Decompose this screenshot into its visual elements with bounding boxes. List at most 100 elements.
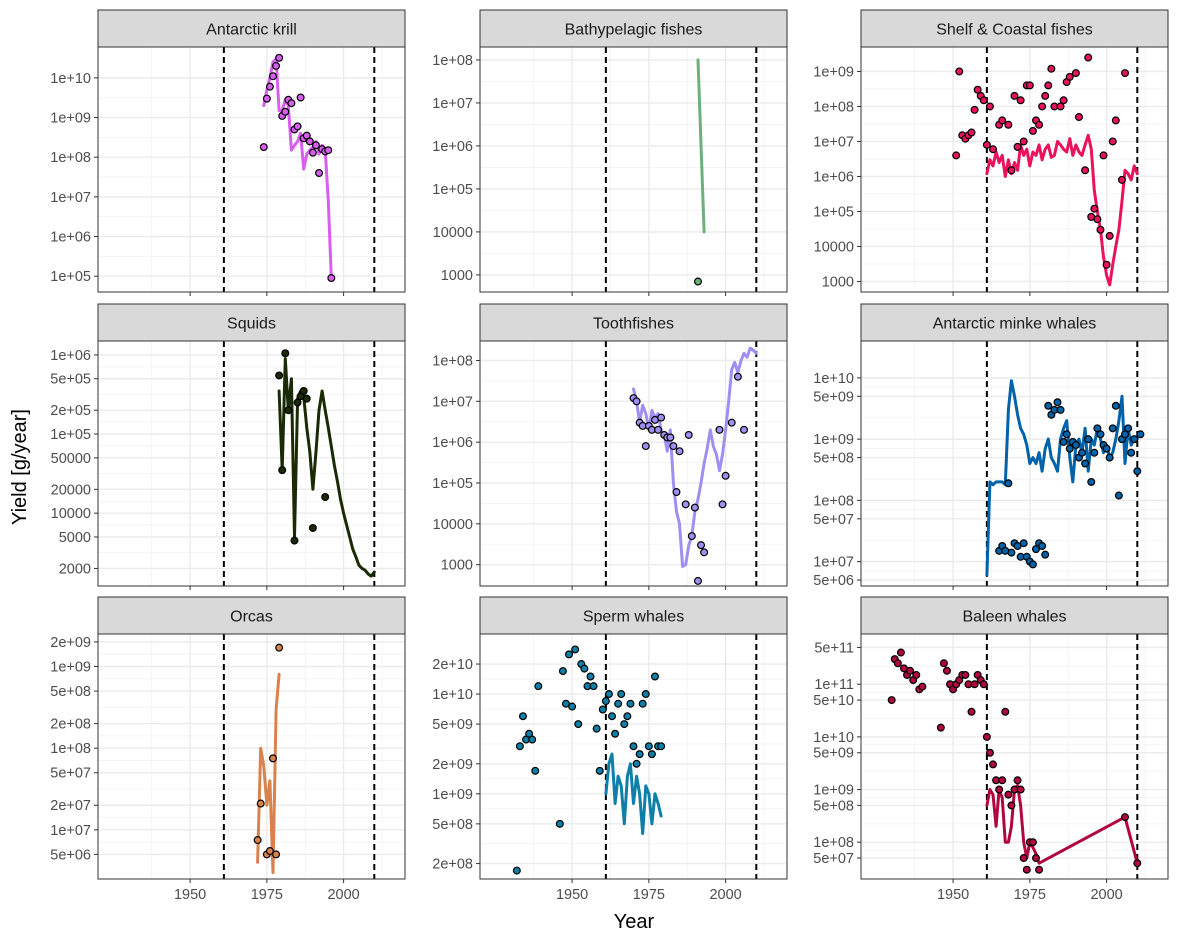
y-tick-label: 2e+08 [50, 717, 91, 733]
plot-background [98, 47, 405, 292]
data-point [700, 548, 709, 557]
strip-background [479, 303, 788, 342]
data-point [970, 105, 979, 114]
data-point [1081, 166, 1090, 175]
y-tick-label: 1e+05 [432, 476, 473, 492]
data-point [1010, 91, 1019, 100]
panel-baleen-whales: Baleen whales5e+071e+085e+081e+095e+091e… [813, 596, 1169, 903]
data-point [912, 670, 921, 679]
y-tick-label: 1000 [822, 274, 854, 290]
data-point [555, 819, 564, 828]
y-tick-label: 1e+05 [50, 269, 91, 285]
data-point [265, 82, 274, 91]
y-tick-label: 5e+05 [50, 372, 91, 388]
panel-bathypelagic-fishes: Bathypelagic fishes 1000 10000 1e+05 1e+06 1e… [432, 9, 788, 296]
x-tick-label: 1975 [1014, 887, 1046, 903]
panel-antarctic-minke-whales: Antarctic minke whales 5e+06 1e+07 5e+07 1e+… [813, 303, 1169, 590]
data-point [697, 541, 706, 550]
plot-background [98, 634, 405, 879]
data-point [1004, 790, 1013, 799]
data-point [1084, 53, 1093, 62]
strip-background [97, 9, 406, 48]
y-tick-label: 2e+10 [432, 657, 473, 673]
panel-border [97, 46, 406, 293]
data-point [989, 145, 998, 154]
y-tick-label: 20000 [51, 482, 91, 498]
data-point [592, 724, 601, 733]
y-tick-label: 1e+08 [432, 353, 473, 369]
data-point [1090, 204, 1099, 213]
data-point [985, 748, 994, 757]
data-point [512, 866, 521, 875]
data-point [601, 697, 610, 706]
data-point [918, 682, 927, 691]
y-tick-label: 1e+08 [813, 835, 854, 851]
data-point [650, 672, 659, 681]
data-point [1001, 707, 1010, 716]
plot-background [480, 634, 787, 879]
plot-background [98, 341, 405, 586]
data-point [324, 146, 333, 155]
data-point [998, 116, 1007, 125]
data-point [1136, 430, 1145, 439]
chart-panels: Antarctic krill 1e+05 1e+06 1e+07 1e+08 1e+09… [50, 9, 1169, 903]
plot-background [480, 341, 787, 586]
data-point [1028, 560, 1037, 569]
panel-toothfishes: Toothfishes 1000 10000 1e+05 1e+06 1e+07 1e+08 [432, 303, 788, 590]
y-tick-label: 1e+08 [813, 99, 854, 115]
data-point [617, 690, 626, 699]
series-layer [253, 643, 284, 874]
data-point [571, 645, 580, 654]
strip-background [860, 9, 1169, 48]
data-point [896, 648, 905, 657]
data-point [1127, 448, 1136, 457]
panel-border [860, 340, 1169, 587]
data-point [611, 729, 620, 738]
data-point [681, 500, 690, 509]
data-point [1108, 137, 1117, 146]
y-tick-label: 10000 [433, 517, 473, 533]
series-line [696, 58, 706, 234]
data-point [568, 702, 577, 711]
data-point [1013, 776, 1022, 785]
data-point [1038, 102, 1047, 111]
data-point [982, 732, 991, 741]
data-point [995, 785, 1004, 794]
data-point [1041, 91, 1050, 100]
data-point [669, 442, 678, 451]
data-point [979, 680, 988, 689]
x-tick-label: 1950 [937, 887, 969, 903]
y-axis-title: Yield [g/year] [9, 409, 31, 525]
x-tick-label: 1950 [556, 887, 588, 903]
data-point [1105, 453, 1114, 462]
y-tick-label: 1e+07 [432, 96, 473, 112]
data-point [955, 67, 964, 76]
y-tick-label: 1e+07 [50, 823, 91, 839]
data-point [936, 723, 945, 732]
y-tick-label: 1e+09 [50, 659, 91, 675]
data-point [1102, 260, 1111, 269]
data-point [321, 493, 330, 502]
data-point [253, 836, 262, 845]
data-point [311, 141, 320, 150]
data-point [675, 447, 684, 456]
x-tick-label: 2000 [1090, 887, 1122, 903]
data-point [740, 425, 749, 434]
panel-border [479, 46, 788, 293]
y-tick-label: 2e+07 [50, 798, 91, 814]
x-tick-label: 1950 [174, 887, 206, 903]
y-tick-label: 1e+09 [50, 111, 91, 127]
data-point [657, 413, 666, 422]
data-point [1087, 477, 1096, 486]
data-point [1019, 137, 1028, 146]
data-point [654, 425, 663, 434]
data-point [620, 720, 629, 729]
y-tick-label: 1e+08 [50, 741, 91, 757]
data-point [952, 151, 961, 160]
data-point [1090, 448, 1099, 457]
data-point [970, 680, 979, 689]
y-tick-label: 5e+06 [50, 847, 91, 863]
data-point [293, 122, 302, 131]
series-line [256, 672, 281, 874]
strip-label: Toothfishes [593, 316, 674, 333]
